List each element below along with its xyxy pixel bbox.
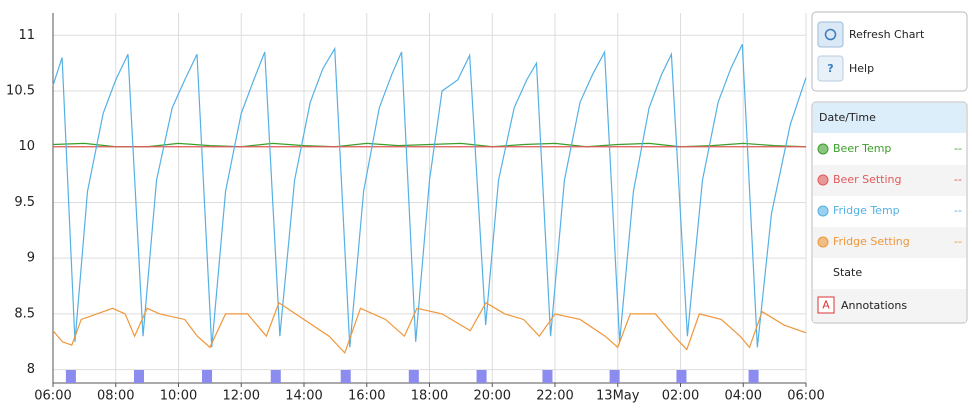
x-tick-label: 13May <box>596 389 640 404</box>
state-marker <box>270 370 281 383</box>
controls-box <box>811 11 968 92</box>
legend-row-bg <box>813 289 966 322</box>
legend-value: -- <box>954 173 962 186</box>
legend-swatch <box>817 174 829 186</box>
legend-value: -- <box>954 142 962 155</box>
annotations-icon-box <box>817 296 835 314</box>
x-tick-label: 02:00 <box>662 389 699 404</box>
state-marker <box>542 370 553 383</box>
y-tick-label: 8.5 <box>14 306 35 321</box>
x-tick-label: 10:00 <box>160 389 197 404</box>
y-tick-label: 9.5 <box>14 195 35 210</box>
legend-value: -- <box>954 204 962 217</box>
help-label: Help <box>849 62 874 75</box>
x-tick-label: 20:00 <box>474 389 511 404</box>
legend-label: Beer Setting <box>833 173 902 186</box>
refresh-glyph <box>824 28 837 41</box>
y-tick-label: 10 <box>18 139 35 154</box>
refresh-label: Refresh Chart <box>849 28 925 41</box>
legend-header: Date/Time <box>819 111 876 124</box>
legend-value: -- <box>954 235 962 248</box>
x-tick-label: 22:00 <box>536 389 573 404</box>
series-line <box>52 43 807 348</box>
state-marker <box>202 370 213 383</box>
y-tick-label: 9 <box>27 251 35 266</box>
legend-swatch <box>817 143 829 155</box>
x-tick-label: 06:00 <box>34 389 71 404</box>
series-line <box>52 301 807 355</box>
state-marker <box>476 370 487 383</box>
state-marker <box>408 370 419 383</box>
legend-label: Fridge Temp <box>833 204 900 217</box>
state-marker <box>609 370 620 383</box>
state-marker <box>65 370 76 383</box>
x-tick-label: 08:00 <box>97 389 134 404</box>
legend-box <box>811 101 968 324</box>
state-marker <box>133 370 144 383</box>
legend-row-bg <box>813 165 966 196</box>
legend-label: State <box>833 266 862 279</box>
legend-swatch <box>817 236 829 248</box>
x-tick-label: 14:00 <box>285 389 322 404</box>
legend-swatch <box>817 205 829 217</box>
help-icon-box <box>817 55 844 82</box>
chart: 8 8.5 9 9.5 10 10.5 11 06:00 08:00 10:00 12:00 14:0… <box>6 13 825 404</box>
y-tick-label: 11 <box>18 28 35 43</box>
y-tick-label: 10.5 <box>6 84 35 99</box>
legend: Beer Temp -- Beer Setting -- Fridge Temp -- Fr… <box>813 142 966 322</box>
legend-label: Annotations <box>841 299 907 312</box>
legend-row-bg <box>813 227 966 258</box>
refresh-icon <box>817 21 844 48</box>
refresh-button[interactable]: Refresh Chart <box>817 21 925 48</box>
x-tick-label: 18:00 <box>411 389 448 404</box>
legend-header-bg <box>813 103 966 133</box>
state-marker <box>340 370 351 383</box>
x-tick-label: 06:00 <box>787 389 824 404</box>
annotations-icon: A <box>822 299 830 312</box>
x-tick-label: 12:00 <box>223 389 260 404</box>
y-tick-label: 8 <box>27 362 35 377</box>
help-button[interactable]: ? Help <box>817 55 874 82</box>
legend-label: Fridge Setting <box>833 235 910 248</box>
legend-label: Beer Temp <box>833 142 891 155</box>
state-marker <box>676 370 687 383</box>
x-tick-label: 04:00 <box>725 389 762 404</box>
help-icon: ? <box>827 62 833 75</box>
x-tick-label: 16:00 <box>348 389 385 404</box>
state-marker <box>748 370 759 383</box>
